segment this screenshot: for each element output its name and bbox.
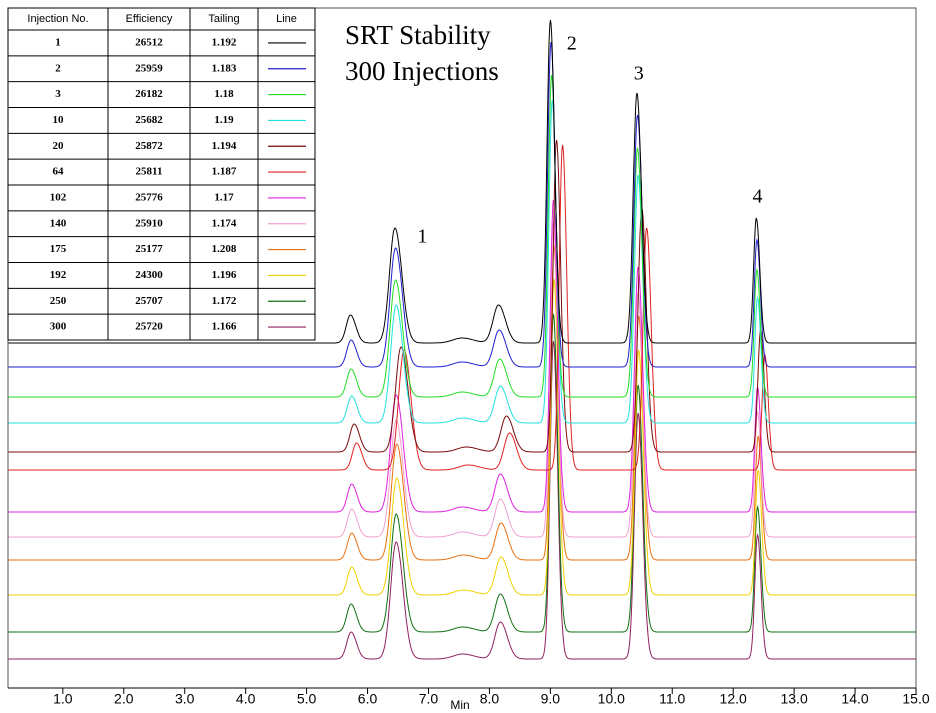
trace [8, 245, 916, 561]
table-header: Line [276, 13, 297, 25]
peak-label: 3 [634, 63, 644, 85]
table-cell: 1.166 [212, 321, 237, 333]
x-tick-label: 11.0 [659, 691, 685, 707]
x-tick-label: 5.0 [297, 691, 317, 707]
table-cell: 192 [50, 269, 67, 281]
x-tick-label: 13.0 [780, 691, 807, 707]
x-tick-label: 3.0 [175, 691, 195, 707]
trace [8, 340, 916, 660]
table-cell: 300 [50, 321, 67, 333]
trace [8, 41, 916, 368]
table-cell: 1.192 [212, 36, 237, 48]
table-cell: 26182 [135, 88, 163, 100]
trace [8, 221, 916, 538]
table-cell: 10 [53, 114, 65, 126]
x-tick-label: 10.0 [598, 691, 625, 707]
table-cell: 1.187 [212, 166, 237, 178]
peak-label: 1 [417, 226, 427, 248]
chart-title: 300 Injections [345, 56, 499, 86]
table-cell: 25707 [135, 295, 163, 307]
table-cell: 1.208 [212, 243, 237, 255]
trace [8, 74, 916, 398]
x-axis-label: Min [450, 698, 469, 712]
x-tick-label: 7.0 [419, 691, 439, 707]
x-tick-label: 1.0 [53, 691, 73, 707]
trace [8, 278, 916, 596]
table-cell: 2 [55, 62, 61, 74]
trace [8, 19, 916, 344]
table-cell: 25177 [135, 243, 163, 255]
table-cell: 1.174 [212, 217, 237, 229]
table-header: Efficiency [126, 13, 173, 25]
table-cell: 1.183 [212, 62, 237, 74]
table-cell: 1.194 [212, 140, 237, 152]
table-cell: 175 [50, 243, 67, 255]
trace [8, 313, 916, 633]
table-cell: 1.17 [214, 191, 234, 203]
table-cell: 25776 [135, 191, 163, 203]
plot-frame [7, 7, 917, 688]
table-cell: 25720 [135, 321, 163, 333]
trace [8, 199, 916, 513]
table-cell: 3 [55, 88, 61, 100]
table-cell: 1 [55, 36, 61, 48]
table-cell: 25682 [135, 114, 163, 126]
table-cell: 64 [53, 166, 65, 178]
x-tick-label: 2.0 [114, 691, 134, 707]
table-cell: 102 [50, 191, 67, 203]
table-cell: 1.196 [212, 269, 237, 281]
x-tick-label: 12.0 [720, 691, 747, 707]
chart-title: SRT Stability [345, 20, 491, 50]
x-tick-label: 9.0 [541, 691, 561, 707]
x-tick-label: 6.0 [358, 691, 378, 707]
x-tick-label: 8.0 [480, 691, 500, 707]
table-cell: 25811 [136, 166, 163, 178]
peak-label: 4 [753, 186, 763, 208]
peak-label: 2 [567, 33, 577, 55]
table-cell: 26512 [135, 36, 163, 48]
table-header: Tailing [208, 13, 239, 25]
table-cell: 20 [53, 140, 65, 152]
table-cell: 25872 [135, 140, 163, 152]
x-tick-label: 15.0 [902, 691, 929, 707]
table-cell: 24300 [135, 269, 163, 281]
table-box [7, 7, 316, 341]
x-tick-label: 4.0 [236, 691, 256, 707]
table-cell: 25959 [135, 62, 163, 74]
table-cell: 140 [50, 217, 67, 229]
table-cell: 250 [50, 295, 67, 307]
table-header: Injection No. [27, 13, 88, 25]
table-cell: 25910 [135, 217, 163, 229]
x-tick-label: 14.0 [841, 691, 868, 707]
trace [8, 139, 916, 453]
trace [8, 99, 916, 424]
table-cell: 1.18 [214, 88, 234, 100]
table-cell: 1.19 [214, 114, 234, 126]
table-cell: 1.172 [212, 295, 237, 307]
